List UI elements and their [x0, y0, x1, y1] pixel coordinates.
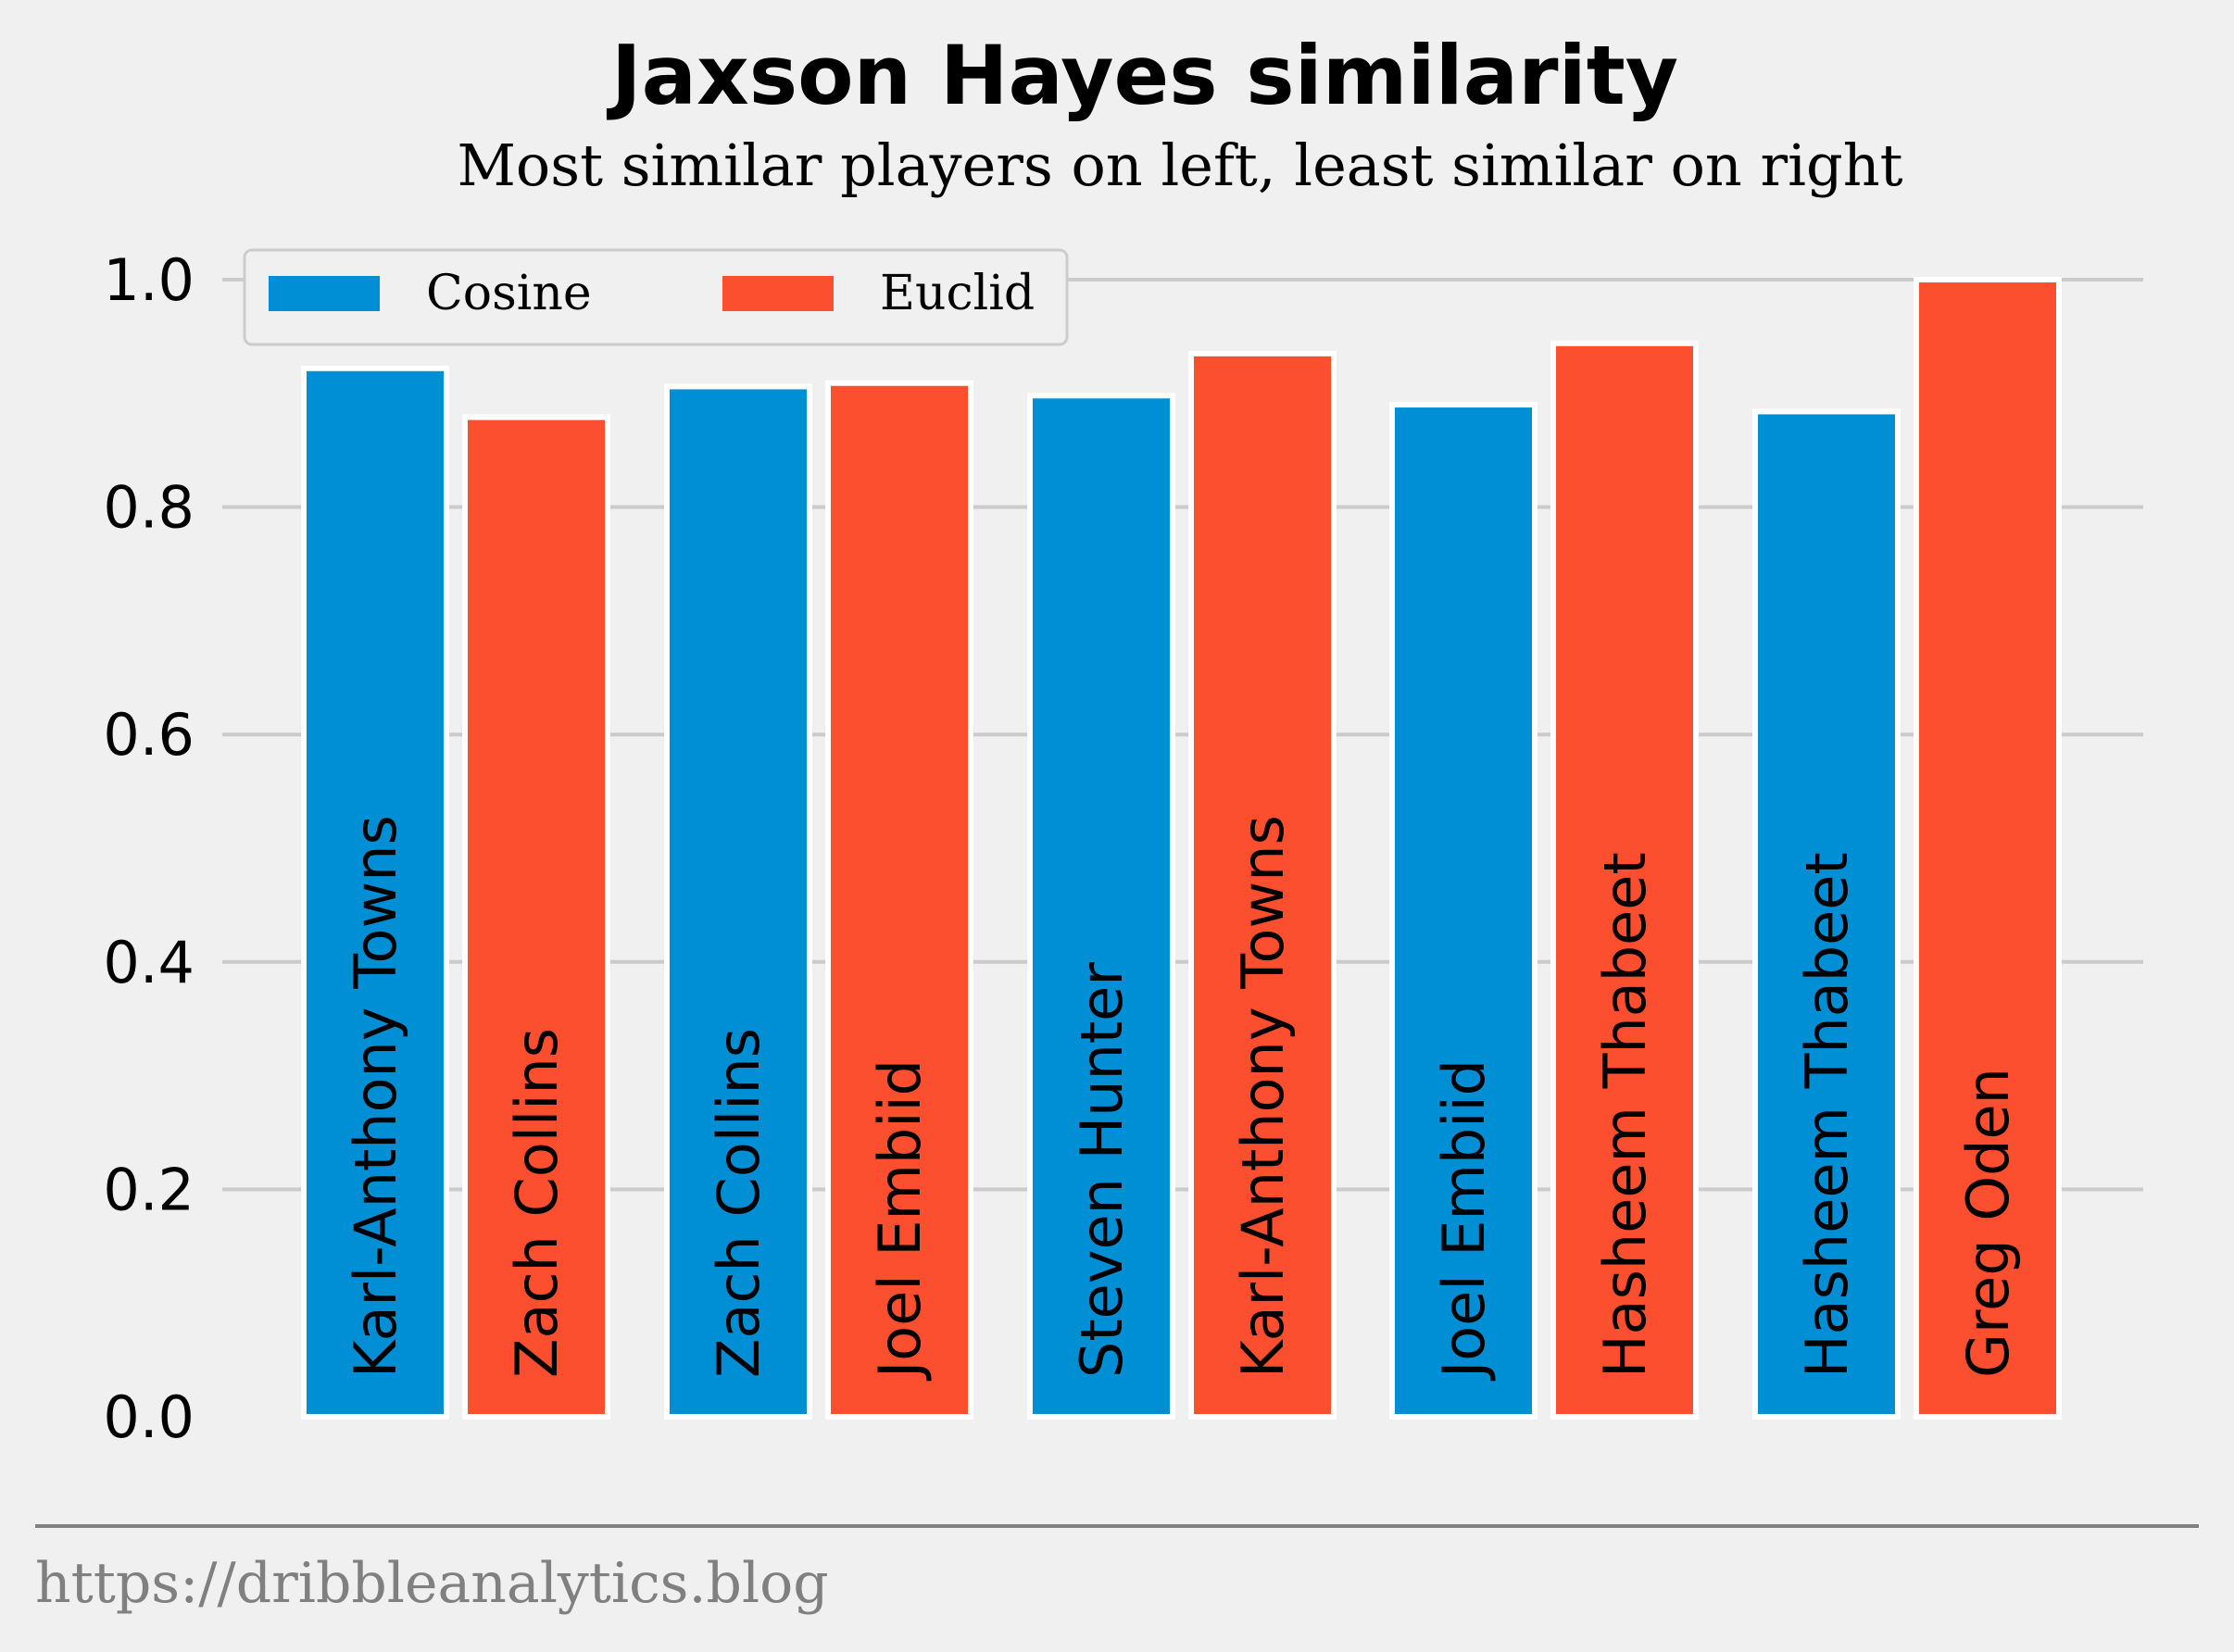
legend-swatch-euclid: [722, 276, 834, 311]
bar-label: Hasheem Thabeet: [1591, 852, 1659, 1378]
bar-label: Greg Oden: [1954, 1068, 2022, 1378]
chart-subtitle: Most similar players on left, least simi…: [457, 131, 1902, 199]
chart-title: Jaxson Hayes similarity: [607, 28, 1678, 123]
y-tick-label: 0.6: [103, 701, 195, 769]
bar-cosine: [1027, 393, 1175, 1420]
bar-label: Karl-Anthony Towns: [1229, 815, 1297, 1378]
y-tick-label: 0.4: [103, 929, 195, 996]
y-tick-label: 0.8: [103, 474, 195, 542]
bar-label: Hasheem Thabeet: [1793, 852, 1861, 1378]
bar-cosine: [664, 383, 812, 1420]
bar-euclid: [1550, 340, 1699, 1420]
y-axis-ticks: 0.0 0.2 0.4 0.6 0.8 1.0: [103, 246, 195, 1451]
bar-euclid: [1914, 277, 2062, 1420]
bar-euclid: [1188, 350, 1337, 1420]
bars-group: Karl-Anthony Towns Zach Collins Steven Hun…: [301, 277, 2062, 1420]
bar-euclid: [825, 380, 973, 1420]
bar-label: Zach Collins: [503, 1028, 571, 1378]
bar-euclid: [462, 414, 610, 1420]
legend-box: [243, 248, 1069, 346]
bar-label: Joel Embiid: [866, 1059, 934, 1382]
bar-cosine: [1389, 402, 1537, 1420]
legend-label: Euclid: [880, 266, 1035, 321]
bar-label: Zach Collins: [705, 1028, 772, 1378]
legend: Cosine Euclid: [243, 248, 1069, 346]
bar-label: Steven Hunter: [1068, 962, 1136, 1378]
bar-label: Karl-Anthony Towns: [342, 815, 409, 1378]
footer-url: https://dribbleanalytics.blog: [35, 1551, 829, 1616]
bar-cosine: [1752, 408, 1901, 1420]
y-tick-label: 0.0: [103, 1383, 195, 1451]
bar-label: Joel Embiid: [1430, 1059, 1498, 1382]
legend-swatch-cosine: [269, 276, 380, 311]
legend-label: Cosine: [426, 266, 592, 321]
y-tick-label: 1.0: [103, 246, 195, 314]
bar-cosine: [301, 365, 449, 1420]
y-tick-label: 0.2: [103, 1156, 195, 1223]
